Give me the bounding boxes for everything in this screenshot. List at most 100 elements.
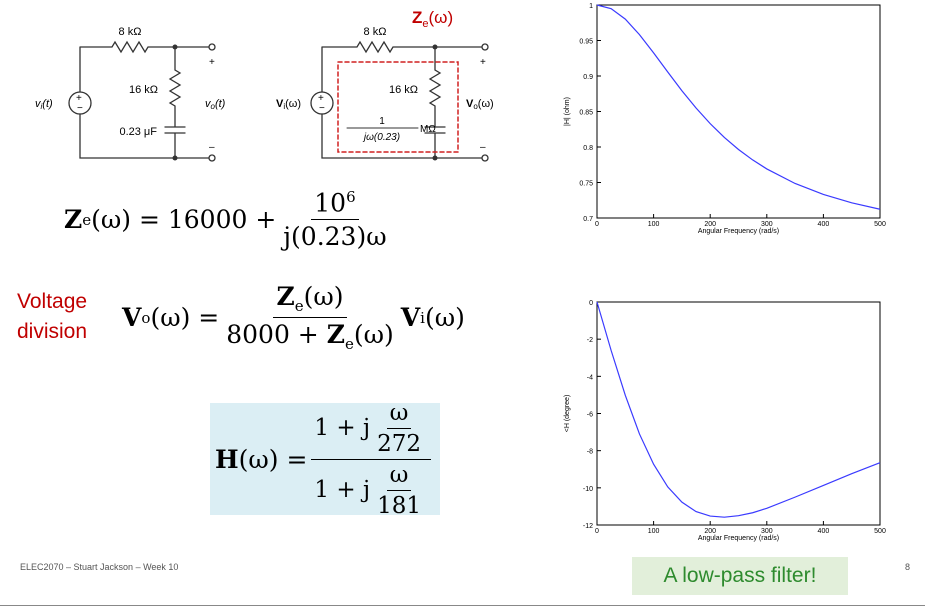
resistor-label: 16 kΩ bbox=[129, 84, 158, 96]
eq-text: (ω) = bbox=[238, 444, 308, 474]
sym: V bbox=[122, 303, 142, 332]
x-axis-label: Angular Frequency (rad/s) bbox=[698, 535, 779, 542]
vin-label: Vi(ω) bbox=[276, 98, 301, 111]
num: ω bbox=[386, 400, 412, 429]
page-number: 8 bbox=[905, 562, 911, 572]
footer: ELEC2070 – Stuart Jackson – Week 10 bbox=[20, 562, 179, 572]
x-axis-label: Angular Frequency (rad/s) bbox=[698, 228, 779, 235]
vout-label: Vo(ω) bbox=[466, 98, 494, 111]
sub: i bbox=[420, 308, 425, 327]
x-tick-label: 500 bbox=[874, 528, 886, 535]
sym: Z bbox=[276, 282, 295, 311]
den: 1 + j ω 181 bbox=[311, 460, 431, 519]
arg: (ω) bbox=[424, 303, 465, 332]
resistor-label: 16 kΩ bbox=[389, 84, 418, 96]
exp: 6 bbox=[346, 188, 356, 206]
sym: Z bbox=[64, 205, 83, 235]
circuit-left-wires bbox=[68, 40, 216, 162]
x-tick-label: 100 bbox=[648, 528, 660, 535]
y-tick-label: 0.95 bbox=[579, 39, 593, 46]
y-axis-label: <H (degree) bbox=[564, 395, 571, 433]
x-tick-label: 100 bbox=[648, 221, 660, 228]
voltage-division-label: Voltage division bbox=[17, 287, 87, 347]
arg: (ω) bbox=[353, 320, 394, 349]
x-tick-label: 400 bbox=[818, 221, 830, 228]
x-tick-label: 0 bbox=[595, 221, 599, 228]
eq-text: (ω) = bbox=[150, 303, 220, 332]
y-tick-label: -10 bbox=[583, 486, 593, 493]
fraction: ω 272 bbox=[374, 400, 424, 457]
plot-frame bbox=[596, 4, 881, 219]
sym: V bbox=[400, 303, 421, 332]
num: 106 bbox=[311, 188, 359, 221]
sym: Z bbox=[326, 320, 345, 349]
x-tick-label: 300 bbox=[761, 528, 773, 535]
y-tick-label: 0.85 bbox=[579, 110, 593, 117]
resistor-label: 8 kΩ bbox=[119, 26, 142, 38]
fraction: 1 + j ω 272 1 + j ω 181 bbox=[311, 400, 431, 519]
y-tick-label: 0.7 bbox=[583, 216, 593, 223]
sub: o bbox=[473, 102, 478, 111]
fraction: 106 j(0.23)ω bbox=[280, 188, 389, 251]
node bbox=[432, 155, 438, 161]
den: 8000 + Ze(ω) bbox=[223, 318, 397, 353]
node bbox=[432, 44, 438, 50]
den: j(0.23)ω bbox=[283, 222, 387, 252]
series-line bbox=[596, 4, 881, 210]
sub: e bbox=[82, 210, 92, 229]
arg: (ω) bbox=[285, 98, 301, 110]
minus: – bbox=[480, 142, 486, 153]
source-sign: − bbox=[319, 103, 325, 114]
arg: (t) bbox=[42, 98, 53, 110]
x-tick-label: 200 bbox=[704, 221, 716, 228]
den-pre: 8000 + bbox=[226, 320, 327, 349]
base: 10 bbox=[314, 188, 347, 218]
arg: (ω) bbox=[303, 282, 344, 311]
sym: V bbox=[466, 98, 474, 110]
y-axis-label: |H| (ohm) bbox=[564, 97, 571, 126]
ze-label: Ze(ω) bbox=[412, 8, 453, 30]
plot-frame bbox=[596, 301, 881, 526]
y-tick-label: -12 bbox=[583, 523, 593, 530]
ze-box bbox=[337, 61, 459, 153]
y-tick-label: -4 bbox=[587, 374, 593, 381]
sub: e bbox=[344, 335, 354, 353]
circuits: +− 8 kΩ 16 kΩ 0.23 μF vi(t) vo(t) + – +−… bbox=[35, 8, 494, 162]
sym: H bbox=[215, 444, 239, 474]
sym: V bbox=[276, 98, 284, 110]
sub: i bbox=[41, 102, 43, 111]
y-tick-label: 0.8 bbox=[583, 145, 593, 152]
plus: + bbox=[480, 57, 486, 68]
sub: e bbox=[294, 297, 304, 315]
den: 272 bbox=[377, 430, 421, 457]
eq-h: H (ω) = 1 + j ω 272 1 + j ω 181 bbox=[210, 400, 440, 519]
sub: o bbox=[141, 308, 151, 327]
source-sign: − bbox=[77, 103, 83, 114]
num: 1 + j ω 272 bbox=[311, 400, 431, 460]
capacitor-label: 0.23 μF bbox=[119, 126, 157, 138]
x-tick-label: 200 bbox=[704, 528, 716, 535]
x-tick-label: 500 bbox=[874, 221, 886, 228]
y-tick-label: 0.9 bbox=[583, 74, 593, 81]
den: 181 bbox=[377, 492, 421, 519]
callout: A low-pass filter! bbox=[632, 557, 848, 595]
x-tick-label: 300 bbox=[761, 221, 773, 228]
sub: e bbox=[422, 18, 428, 30]
label-line: division bbox=[17, 320, 88, 343]
y-tick-label: 1 bbox=[589, 3, 593, 10]
fraction: Ze(ω) 8000 + Ze(ω) bbox=[223, 282, 397, 353]
source-sign: + bbox=[318, 93, 324, 104]
y-tick-label: 0.75 bbox=[579, 181, 593, 188]
pre: 1 + j bbox=[314, 477, 371, 503]
arg: (ω) bbox=[429, 8, 454, 27]
fraction: ω 181 bbox=[374, 462, 424, 519]
minus: – bbox=[209, 142, 215, 153]
sub: o bbox=[211, 102, 216, 111]
y-tick-label: -2 bbox=[587, 337, 593, 344]
num: Ze(ω) bbox=[273, 282, 347, 318]
y-tick-label: -6 bbox=[587, 412, 593, 419]
